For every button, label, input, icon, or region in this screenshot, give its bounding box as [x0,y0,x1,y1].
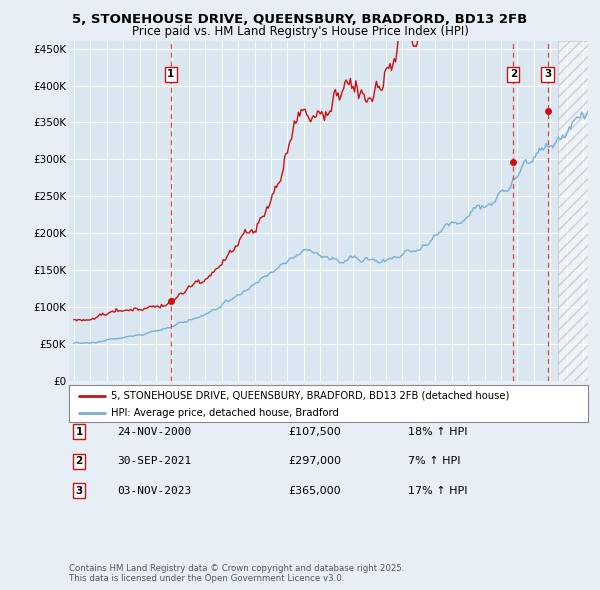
Text: 3: 3 [76,486,83,496]
Text: 5, STONEHOUSE DRIVE, QUEENSBURY, BRADFORD, BD13 2FB: 5, STONEHOUSE DRIVE, QUEENSBURY, BRADFOR… [73,13,527,26]
Text: Contains HM Land Registry data © Crown copyright and database right 2025.
This d: Contains HM Land Registry data © Crown c… [69,563,404,583]
Text: 1: 1 [76,427,83,437]
Text: £107,500: £107,500 [288,427,341,437]
Text: 2: 2 [76,457,83,466]
Text: £297,000: £297,000 [288,457,341,466]
Text: 2: 2 [509,70,517,80]
Text: 17% ↑ HPI: 17% ↑ HPI [408,486,467,496]
Text: 1: 1 [167,70,175,80]
Text: 7% ↑ HPI: 7% ↑ HPI [408,457,461,466]
Text: £365,000: £365,000 [288,486,341,496]
Text: 5, STONEHOUSE DRIVE, QUEENSBURY, BRADFORD, BD13 2FB (detached house): 5, STONEHOUSE DRIVE, QUEENSBURY, BRADFOR… [110,391,509,401]
Text: 24-NOV-2000: 24-NOV-2000 [117,427,191,437]
Text: 30-SEP-2021: 30-SEP-2021 [117,457,191,466]
Text: 18% ↑ HPI: 18% ↑ HPI [408,427,467,437]
Text: 3: 3 [544,70,551,80]
Text: Price paid vs. HM Land Registry's House Price Index (HPI): Price paid vs. HM Land Registry's House … [131,25,469,38]
Text: HPI: Average price, detached house, Bradford: HPI: Average price, detached house, Brad… [110,408,338,418]
Text: 03-NOV-2023: 03-NOV-2023 [117,486,191,496]
Bar [559,41,600,381]
